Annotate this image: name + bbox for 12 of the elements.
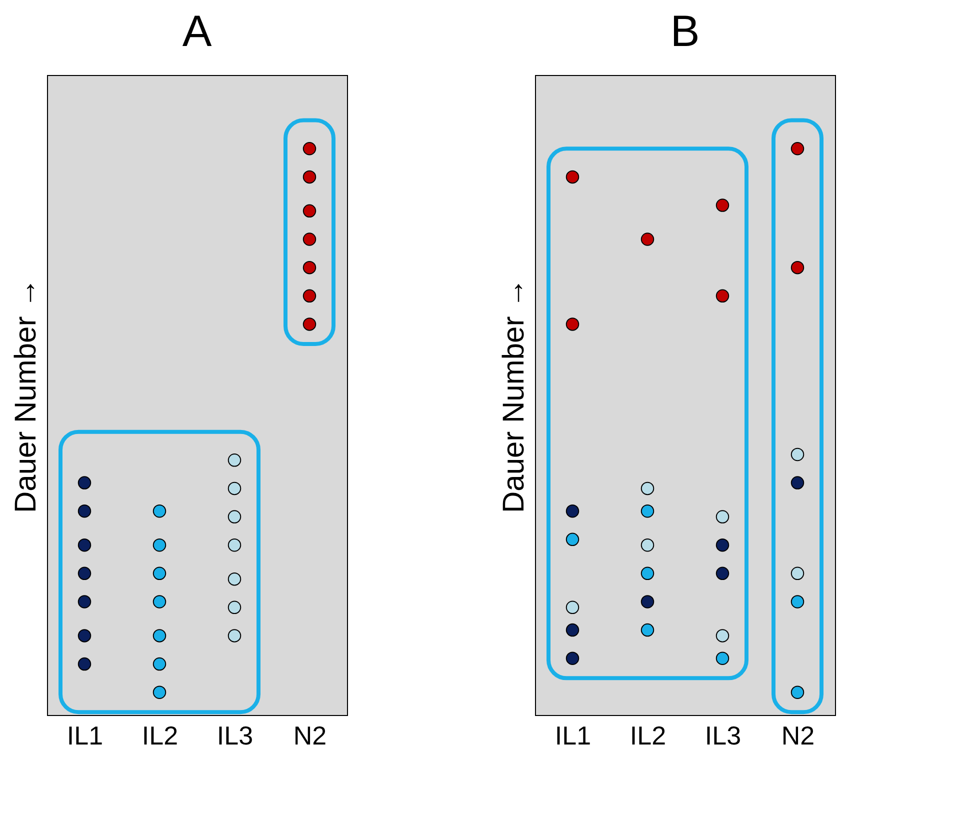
y-axis-title: Dauer Number → bbox=[10, 278, 42, 514]
x-tick-label: IL2 bbox=[630, 720, 666, 750]
chart-title: B bbox=[670, 7, 700, 56]
chart-title: A bbox=[182, 7, 212, 56]
y-axis-title: Dauer Number → bbox=[498, 278, 530, 514]
x-tick-label: IL3 bbox=[704, 720, 742, 750]
x-tick-label: IL2 bbox=[142, 720, 178, 750]
x-tick-label: IL3 bbox=[216, 720, 254, 750]
x-tick-label: N2 bbox=[293, 720, 327, 750]
x-tick-label: N2 bbox=[781, 720, 815, 750]
x-tick-label: IL1 bbox=[66, 720, 104, 750]
x-tick-label: IL1 bbox=[554, 720, 592, 750]
